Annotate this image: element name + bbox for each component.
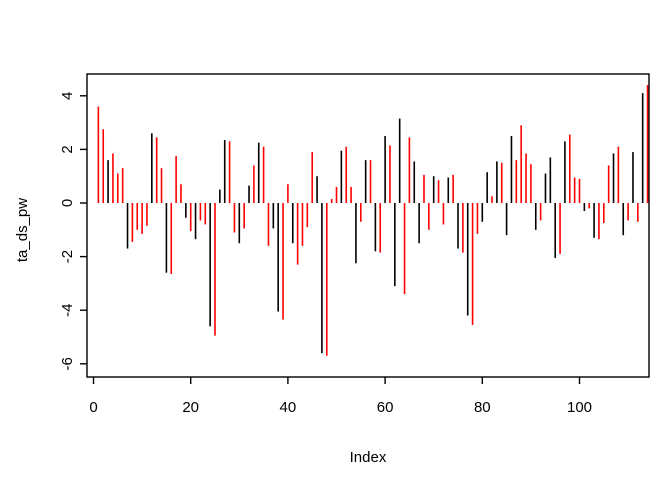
x-axis-label: Index <box>350 449 387 466</box>
x-axis-ticks: 0 20 40 60 80 100 <box>89 377 592 416</box>
y-tick-label: 0 <box>59 199 76 207</box>
y-axis-label: ta_ds_pw <box>14 198 31 262</box>
y-tick-label: 4 <box>59 92 76 100</box>
y-tick-label: -6 <box>59 357 76 370</box>
x-tick-label: 60 <box>377 399 394 416</box>
x-tick-label: 40 <box>280 399 297 416</box>
plot-frame <box>86 73 650 378</box>
y-tick-label: -2 <box>59 250 76 263</box>
x-tick-label: 20 <box>182 399 199 416</box>
y-tick-label: 2 <box>59 145 76 153</box>
y-tick-label: -4 <box>59 304 76 317</box>
x-tick-label: 100 <box>567 399 592 416</box>
data-lines-group <box>97 85 649 356</box>
x-tick-label: 0 <box>89 399 97 416</box>
x-tick-label: 80 <box>474 399 491 416</box>
y-axis-ticks: -6 -4 -2 0 2 4 <box>59 92 87 370</box>
